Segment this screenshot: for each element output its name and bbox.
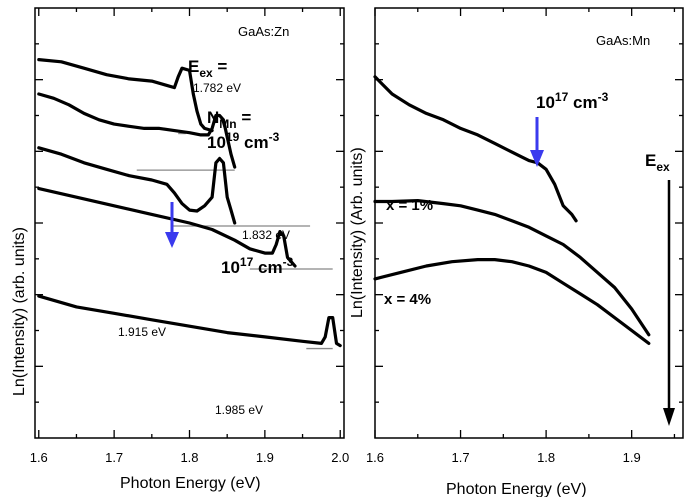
nmn-annotation: NMn =: [207, 108, 251, 131]
left-panel: 1.6 1.7 1.8 1.9 2.0 GaAs:Zn Photon Energy (e…: [11, 7, 350, 492]
nmn-unit-exponent: -3: [269, 130, 280, 144]
right-x-tick-label: 1.7: [452, 450, 470, 465]
x4-series-label: x = 4%: [384, 291, 431, 308]
nmn-exponent: 19: [226, 130, 240, 144]
right-eex-symbol: E: [645, 151, 656, 170]
left-y-axis-label: Ln(Intensity) (arb. units): [11, 227, 28, 396]
left-panel-title: GaAs:Zn: [238, 24, 289, 39]
left-conc-base: 10: [221, 258, 240, 277]
left-x-tick-labels: 1.6 1.7 1.8 1.9 2.0: [30, 450, 350, 465]
eex-symbol: E: [188, 57, 199, 76]
left-conc-unit-exponent: -3: [283, 255, 294, 269]
eex-equals: =: [213, 57, 228, 76]
nmn-value: 1019 cm-3: [207, 130, 280, 152]
right-series-3-line: [373, 258, 651, 345]
series-4-energy-label: 1.985 eV: [215, 403, 263, 417]
right-x-tick-label: 1.8: [537, 450, 555, 465]
right-eex-arrow: [663, 180, 675, 426]
left-series-5-line: [37, 294, 342, 348]
left-x-tick-label: 1.6: [30, 450, 48, 465]
left-baselines: [136, 132, 333, 350]
left-x-tick-label: 1.7: [105, 450, 123, 465]
left-series-3-line: [37, 146, 237, 225]
right-conc-exponent: 17: [555, 90, 569, 104]
right-conc-unit: cm: [568, 93, 597, 112]
right-x-tick-labels: 1.6 1.7 1.8 1.9: [366, 450, 641, 465]
right-series-1-line: [373, 75, 578, 223]
right-conc-unit-exponent: -3: [598, 90, 609, 104]
series-1-energy-label: 1.782 eV: [193, 81, 241, 95]
left-conc-unit: cm: [253, 258, 282, 277]
left-blue-arrow: [165, 202, 179, 248]
right-x-axis-label: Photon Energy (eV): [446, 481, 587, 497]
left-conc-exponent: 17: [240, 255, 254, 269]
right-series-2-line: [373, 199, 651, 337]
right-panel: 1.6 1.7 1.8 1.9 GaAs:Mn Photon Energy (eV) …: [349, 7, 684, 497]
nmn-base: 10: [207, 133, 226, 152]
right-y-axis-label: Ln(Intensity) (Arb. units): [349, 147, 366, 318]
left-x-axis-label: Photon Energy (eV): [120, 475, 261, 492]
left-series-curves: [37, 58, 342, 348]
right-conc-base: 10: [536, 93, 555, 112]
nmn-symbol: N: [207, 108, 219, 127]
right-blue-arrow: [530, 117, 544, 167]
eex-subscript: ex: [199, 66, 213, 80]
right-x-tick-label: 1.6: [366, 450, 384, 465]
right-eex-label: Eex: [645, 151, 670, 174]
left-series-4-line: [37, 187, 297, 268]
left-x-tick-label: 1.9: [256, 450, 274, 465]
left-series-1-line: [37, 58, 214, 133]
left-x-tick-label: 1.8: [180, 450, 198, 465]
right-conc-annotation: 1017 cm-3: [536, 90, 609, 112]
x1-series-label: x = 1%: [386, 197, 433, 214]
series-2-energy-label: 1.832 eV: [242, 228, 290, 242]
nmn-unit: cm: [239, 133, 268, 152]
right-x-tick-label: 1.9: [623, 450, 641, 465]
right-plot-frame: [374, 7, 684, 439]
eex-annotation: Eex =: [188, 57, 227, 80]
right-panel-title: GaAs:Mn: [596, 33, 650, 48]
left-x-tick-label: 2.0: [331, 450, 349, 465]
right-axis-ticks: [374, 8, 683, 438]
right-eex-subscript: ex: [656, 160, 670, 174]
series-3-energy-label: 1.915 eV: [118, 325, 166, 339]
left-series-2-line: [37, 92, 237, 169]
right-series-curves: [373, 75, 651, 345]
left-axis-ticks: [35, 8, 344, 438]
nmn-subscript: Mn: [219, 117, 236, 131]
nmn-equals: =: [237, 108, 252, 127]
left-conc-annotation: 1017 cm-3: [221, 255, 294, 277]
